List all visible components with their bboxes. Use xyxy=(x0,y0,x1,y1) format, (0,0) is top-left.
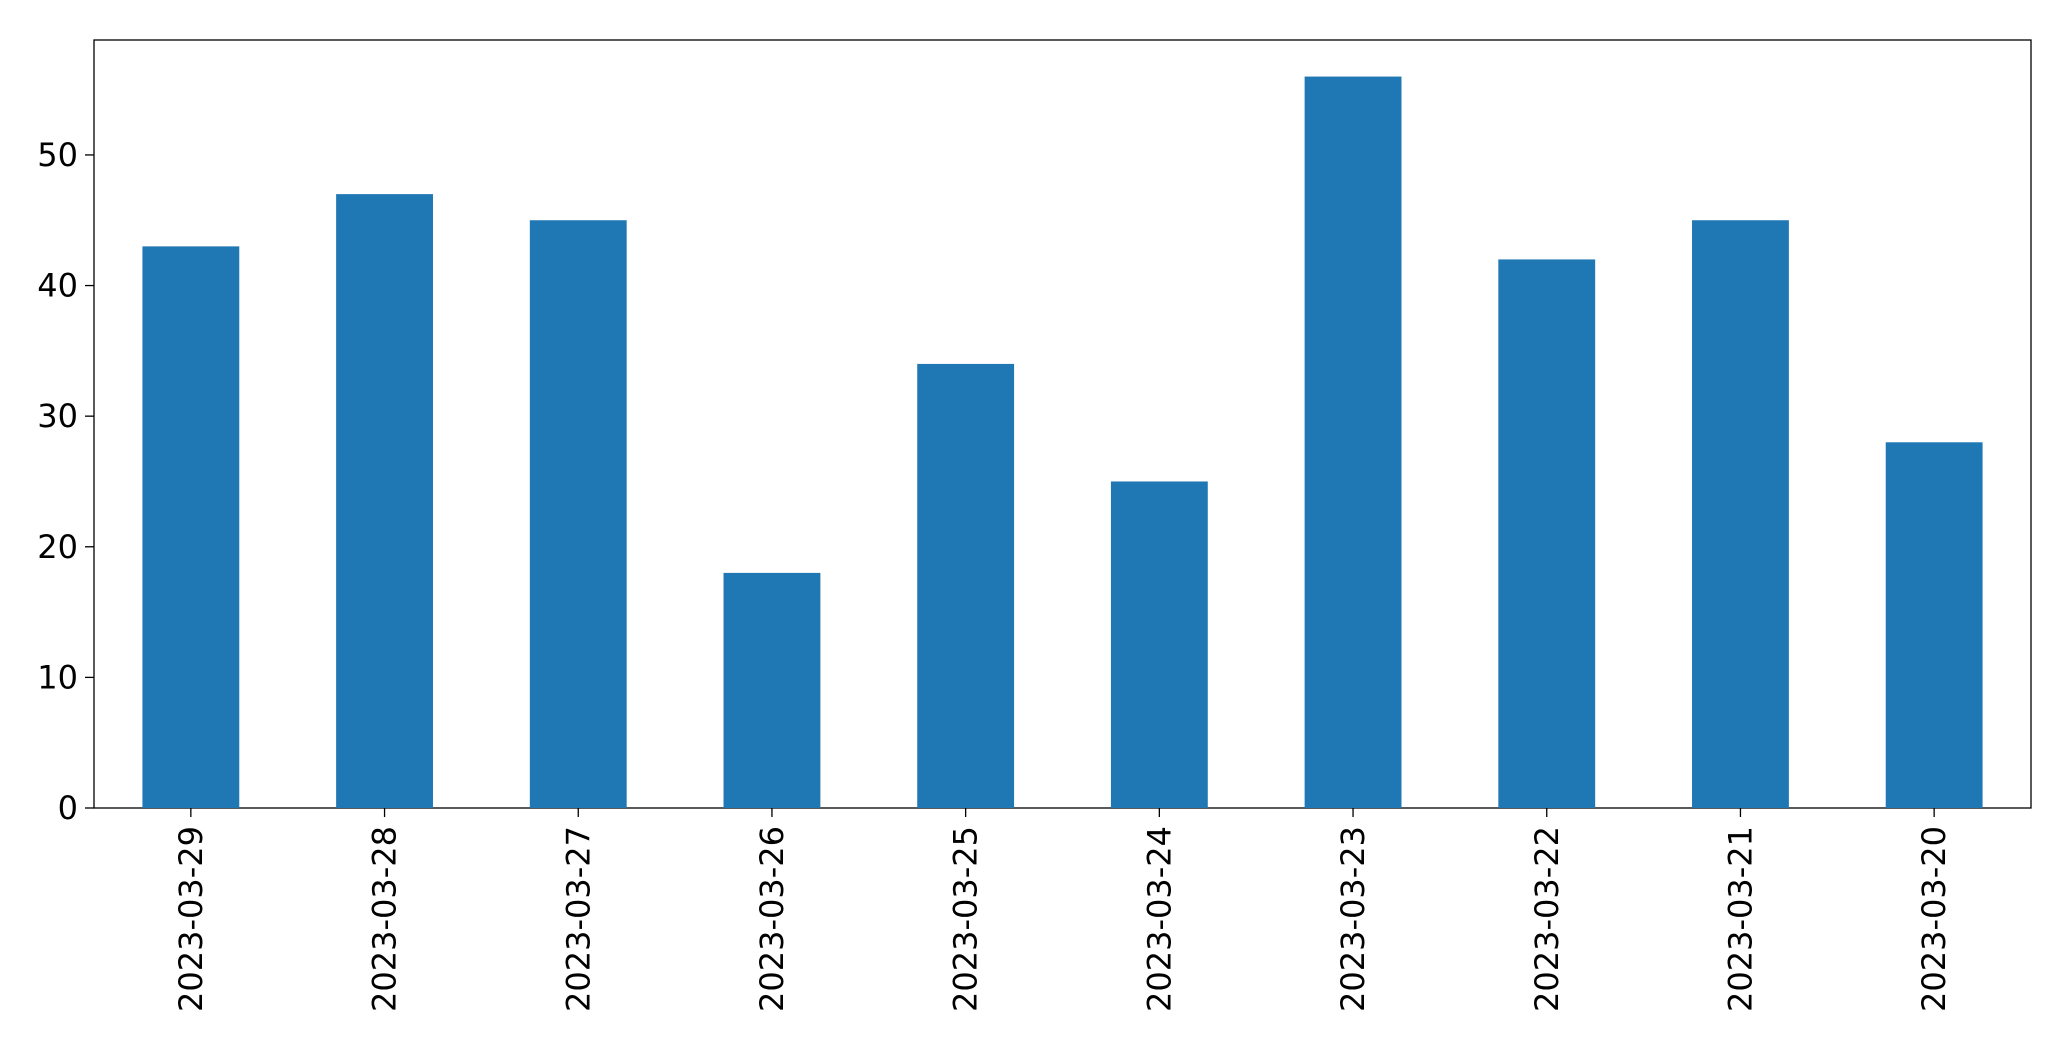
y-tick-label: 20 xyxy=(37,528,78,566)
y-tick-label: 50 xyxy=(37,136,78,174)
x-tick-label: 2023-03-29 xyxy=(172,826,210,1012)
bar xyxy=(1885,442,1983,808)
bar xyxy=(1692,220,1789,809)
x-tick-label: 2023-03-20 xyxy=(1915,826,1953,1012)
bar xyxy=(529,220,627,809)
bar xyxy=(1110,481,1208,808)
x-tick-label: 2023-03-22 xyxy=(1528,826,1566,1012)
bar xyxy=(336,194,433,809)
x-tick-label: 2023-03-21 xyxy=(1721,826,1759,1012)
x-tick-label: 2023-03-27 xyxy=(559,826,597,1012)
bar xyxy=(142,246,240,809)
bar xyxy=(1304,76,1402,809)
x-tick-label: 2023-03-28 xyxy=(366,826,404,1012)
y-tick-label: 40 xyxy=(37,267,78,305)
y-tick-label: 10 xyxy=(37,658,78,696)
bar xyxy=(917,363,1015,808)
bar xyxy=(1498,259,1596,808)
x-tick-label: 2023-03-23 xyxy=(1334,826,1372,1012)
bar xyxy=(723,572,821,808)
x-tick-label: 2023-03-25 xyxy=(947,826,985,1012)
plot-frame xyxy=(93,39,2032,809)
x-tick-label: 2023-03-26 xyxy=(753,826,791,1012)
x-tick-label: 2023-03-24 xyxy=(1140,826,1178,1012)
y-tick-label: 0 xyxy=(58,789,78,827)
y-tick-label: 30 xyxy=(37,397,78,435)
